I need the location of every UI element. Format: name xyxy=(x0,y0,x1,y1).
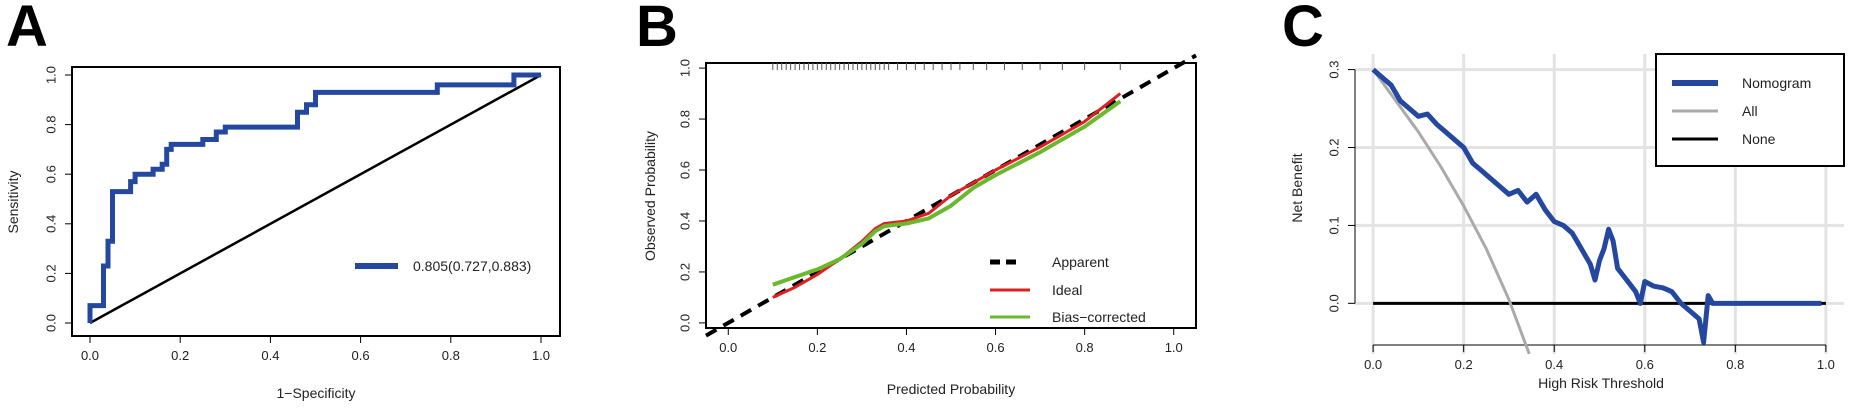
dca-x-tick-label: 0.6 xyxy=(1636,357,1654,372)
roc-legend-label: 0.805(0.727,0.883) xyxy=(413,258,531,274)
roc-ylabel: Sensitivity xyxy=(5,170,21,233)
dca-ylabel: Net Benefit xyxy=(1289,153,1305,222)
roc-plot-frame xyxy=(71,66,561,337)
roc-y-tick-label: 1.0 xyxy=(43,66,58,84)
panel-letter-c: C xyxy=(1282,0,1324,59)
roc-y-tick-label: 0.0 xyxy=(43,314,58,332)
legend-label-bias-corrected: Bias−corrected xyxy=(1052,309,1146,325)
roc-y-tick-label: 0.4 xyxy=(43,215,58,233)
dca-axes: 0.0 0.2 0.4 0.6 0.8 1.0 0.0 0.1 0.2 0.3 xyxy=(1326,61,1834,372)
dca-y-tick-label: 0.3 xyxy=(1326,61,1341,79)
calibration-chart: 0.0 0.2 0.4 0.6 0.8 1.0 0.0 0.2 0.4 0.6 0.8 1.0 Pre… xyxy=(642,53,1197,397)
roc-xlabel: 1−Specificity xyxy=(277,385,356,401)
roc-chart: 0.0 0.2 0.4 0.6 0.8 1.0 0.0 0.2 0.4 0.6 0.8 1.0 1−S… xyxy=(5,66,561,401)
calibration-xlabel: Predicted Probability xyxy=(887,381,1015,397)
calibration-y-tick-label: 0.0 xyxy=(677,314,692,332)
roc-axes: 0.0 0.2 0.4 0.6 0.8 1.0 0.0 0.2 0.4 0.6 0.8 1.0 xyxy=(43,66,550,363)
bias-corrected-line xyxy=(772,99,1122,287)
roc-x-tick-label: 0.0 xyxy=(81,348,99,363)
legend-label-all: All xyxy=(1742,103,1758,119)
dca-x-tick-label: 0.4 xyxy=(1545,357,1563,372)
roc-y-tick-label: 0.8 xyxy=(43,116,58,134)
calibration-x-tick-label: 0.8 xyxy=(1076,340,1094,355)
calibration-y-tick-label: 0.2 xyxy=(677,263,692,281)
calibration-x-tick-label: 1.0 xyxy=(1165,340,1183,355)
roc-x-tick-label: 1.0 xyxy=(532,348,550,363)
calibration-y-tick-label: 0.4 xyxy=(677,212,692,230)
dca-y-tick-label: 0.1 xyxy=(1326,216,1341,234)
calibration-lines xyxy=(705,53,1197,338)
nomogram-line xyxy=(1371,67,1822,345)
dca-x-tick-label: 1.0 xyxy=(1817,357,1835,372)
roc-reference-line xyxy=(89,73,542,325)
calibration-ylabel: Observed Probability xyxy=(642,131,658,261)
dca-lines xyxy=(1371,67,1826,355)
dca-x-tick-label: 0.2 xyxy=(1455,357,1473,372)
roc-x-tick-label: 0.8 xyxy=(442,348,460,363)
ideal-line xyxy=(772,92,1122,299)
roc-curve xyxy=(87,72,541,323)
dca-xlabel: High Risk Threshold xyxy=(1538,375,1664,391)
dca-x-tick-label: 0.8 xyxy=(1726,357,1744,372)
legend-label-none: None xyxy=(1742,131,1776,147)
all-line xyxy=(1371,68,1531,355)
calibration-x-tick-label: 0.4 xyxy=(897,340,915,355)
legend-label-ideal: Ideal xyxy=(1052,282,1082,298)
calibration-x-tick-label: 0.0 xyxy=(719,340,737,355)
calibration-y-tick-label: 0.8 xyxy=(677,110,692,128)
calibration-x-tick-label: 0.2 xyxy=(808,340,826,355)
dca-y-tick-label: 0.2 xyxy=(1326,138,1341,156)
panel-letter-b: B xyxy=(636,0,678,59)
roc-x-tick-label: 0.4 xyxy=(261,348,279,363)
legend-label-apparent: Apparent xyxy=(1052,254,1109,270)
dca-y-tick-label: 0.0 xyxy=(1326,294,1341,312)
calibration-y-tick-label: 1.0 xyxy=(677,59,692,77)
panel-letter-a: A xyxy=(6,0,48,59)
roc-y-tick-label: 0.6 xyxy=(43,165,58,183)
roc-y-tick-label: 0.2 xyxy=(43,264,58,282)
roc-lines xyxy=(87,72,542,325)
dca-x-tick-label: 0.0 xyxy=(1364,357,1382,372)
calibration-y-tick-label: 0.6 xyxy=(677,161,692,179)
roc-x-tick-label: 0.2 xyxy=(171,348,189,363)
dca-chart: 0.0 0.2 0.4 0.6 0.8 1.0 0.0 0.1 0.2 0.3 High Risk… xyxy=(1289,53,1845,391)
roc-x-tick-label: 0.6 xyxy=(352,348,370,363)
legend-label-nomogram: Nomogram xyxy=(1742,75,1811,91)
calibration-rug xyxy=(772,63,1121,70)
calibration-axes: 0.0 0.2 0.4 0.6 0.8 1.0 0.0 0.2 0.4 0.6 0.8 1.0 xyxy=(677,59,1182,355)
calibration-x-tick-label: 0.6 xyxy=(987,340,1005,355)
